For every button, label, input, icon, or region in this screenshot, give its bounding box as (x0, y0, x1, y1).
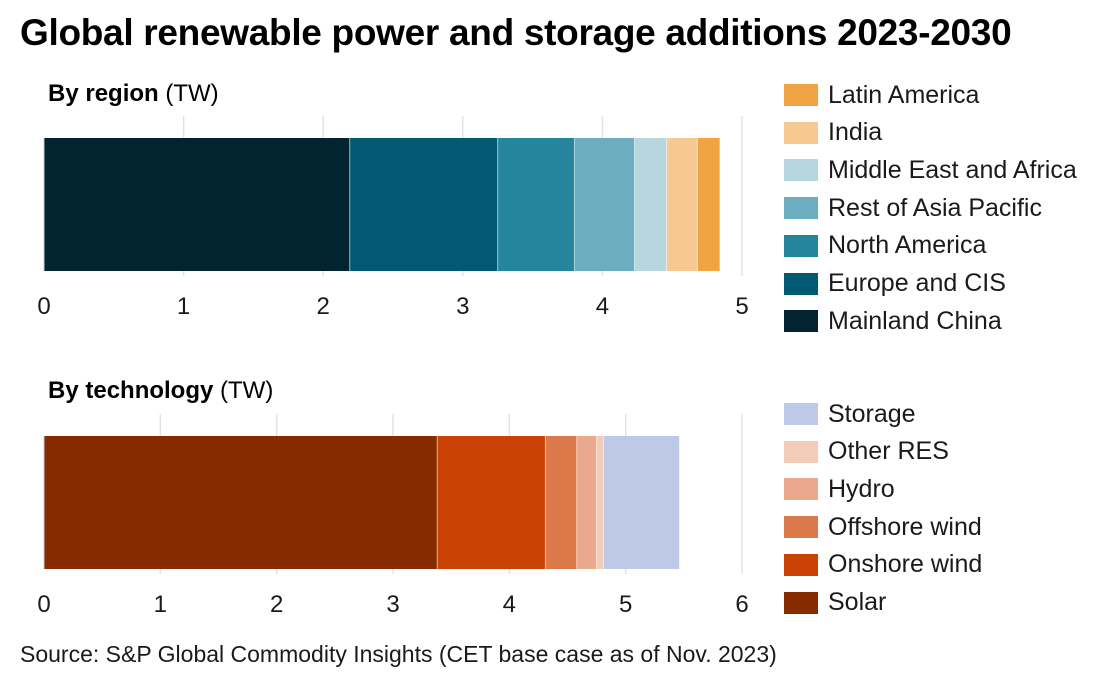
technology-bar-storage (603, 436, 680, 569)
region-tick-label-2: 2 (317, 293, 330, 320)
technology-bar-hydro (576, 436, 597, 569)
region-legend-swatch-rest-of-asia-pacific (784, 197, 818, 220)
region-legend-label-europe-and-cis: Europe and CIS (828, 269, 1006, 297)
region-legend-label-north-america: North America (828, 231, 987, 260)
region-legend-item-latin-america: Latin America (784, 80, 979, 110)
region-legend-item-europe-and-cis: Europe and CIS (784, 269, 1006, 299)
technology-legend-swatch-other-res (784, 440, 818, 463)
region-legend-item-north-america: North America (784, 231, 986, 261)
region-tick-label-1: 1 (177, 293, 190, 320)
technology-tick-label-0: 0 (37, 591, 50, 618)
region-tick-label-4: 4 (596, 293, 609, 320)
region-legend-item-mainland-china: Mainland China (784, 306, 1002, 336)
technology-bar-offshore-wind (545, 436, 577, 569)
technology-tick-label-1: 1 (154, 591, 167, 618)
technology-legend-swatch-hydro (784, 478, 818, 501)
region-bar-mainland-china (44, 138, 350, 271)
region-legend-swatch-mainland-china (784, 310, 818, 333)
technology-tick-label-2: 2 (270, 591, 283, 618)
technology-tick-label-3: 3 (386, 591, 399, 618)
technology-chart: 0 1 2 3 4 5 6 (37, 414, 749, 618)
technology-legend-item-storage: Storage (784, 399, 916, 429)
technology-legend-label-storage: Storage (828, 399, 916, 428)
region-legend-swatch-india (784, 121, 818, 144)
region-legend-item-rest-of-asia-pacific: Rest of Asia Pacific (784, 193, 1042, 223)
technology-panel-title: By technology (TW) (48, 377, 273, 405)
technology-legend-item-other-res: Other RES (784, 437, 949, 467)
technology-panel-title-unit: (TW) (220, 377, 274, 404)
region-legend-label-middle-east-and-africa: Middle East and Africa (828, 155, 1077, 184)
region-legend-swatch-north-america (784, 234, 818, 257)
technology-legend-swatch-onshore-wind (784, 553, 818, 576)
region-bar-north-america (497, 138, 575, 271)
technology-tick-label-5: 5 (619, 591, 632, 618)
technology-legend-item-solar: Solar (784, 588, 886, 618)
region-bar-latin-america (697, 138, 720, 271)
region-legend-label-mainland-china: Mainland China (828, 306, 1002, 335)
technology-tick-label-4: 4 (503, 591, 516, 618)
technology-legend-label-solar: Solar (828, 588, 887, 616)
technology-legend-item-hydro: Hydro (784, 474, 895, 504)
technology-tick-label-6: 6 (735, 591, 748, 618)
technology-legend-item-offshore-wind: Offshore wind (784, 512, 982, 542)
region-tick-label-0: 0 (37, 293, 50, 320)
technology-legend-label-hydro: Hydro (828, 474, 895, 503)
region-bar-europe-and-cis (349, 138, 498, 271)
region-tick-label-5: 5 (735, 293, 748, 320)
region-legend-label-rest-of-asia-pacific: Rest of Asia Pacific (828, 193, 1042, 222)
region-legend-swatch-europe-and-cis (784, 272, 818, 295)
region-panel-title-unit: (TW) (165, 80, 219, 107)
region-panel-title: By region (TW) (48, 80, 219, 108)
region-legend-item-india: India (784, 118, 882, 148)
region-bar-middle-east-and-africa (634, 138, 667, 271)
technology-legend-label-onshore-wind: Onshore wind (828, 550, 983, 579)
region-legend-label-latin-america: Latin America (828, 80, 980, 109)
chart-title: Global renewable power and storage addit… (20, 12, 1012, 53)
technology-legend-item-onshore-wind: Onshore wind (784, 550, 982, 580)
region-legend-swatch-middle-east-and-africa (784, 159, 818, 182)
technology-panel-title-bold: By technology (48, 377, 214, 404)
source-note: Source: S&P Global Commodity Insights (C… (20, 641, 777, 667)
region-bar-rest-of-asia-pacific (574, 138, 635, 271)
technology-bar-onshore-wind (437, 436, 546, 569)
region-legend-item-middle-east-and-africa: Middle East and Africa (784, 155, 1077, 185)
region-legend-swatch-latin-america (784, 84, 818, 106)
technology-bar-other-res (596, 436, 604, 569)
technology-legend-label-offshore-wind: Offshore wind (828, 512, 982, 541)
region-panel-title-bold: By region (48, 80, 159, 107)
region-tick-label-3: 3 (456, 293, 469, 320)
technology-bar-solar (44, 436, 438, 569)
region-legend-label-india: India (828, 118, 883, 147)
region-bar-india (666, 138, 698, 271)
technology-legend-swatch-solar (784, 591, 818, 614)
technology-legend-label-other-res: Other RES (828, 437, 949, 466)
technology-legend-swatch-offshore-wind (784, 516, 818, 539)
region-chart: 0 1 2 3 4 5 (37, 116, 749, 320)
technology-legend-swatch-storage (784, 403, 818, 425)
